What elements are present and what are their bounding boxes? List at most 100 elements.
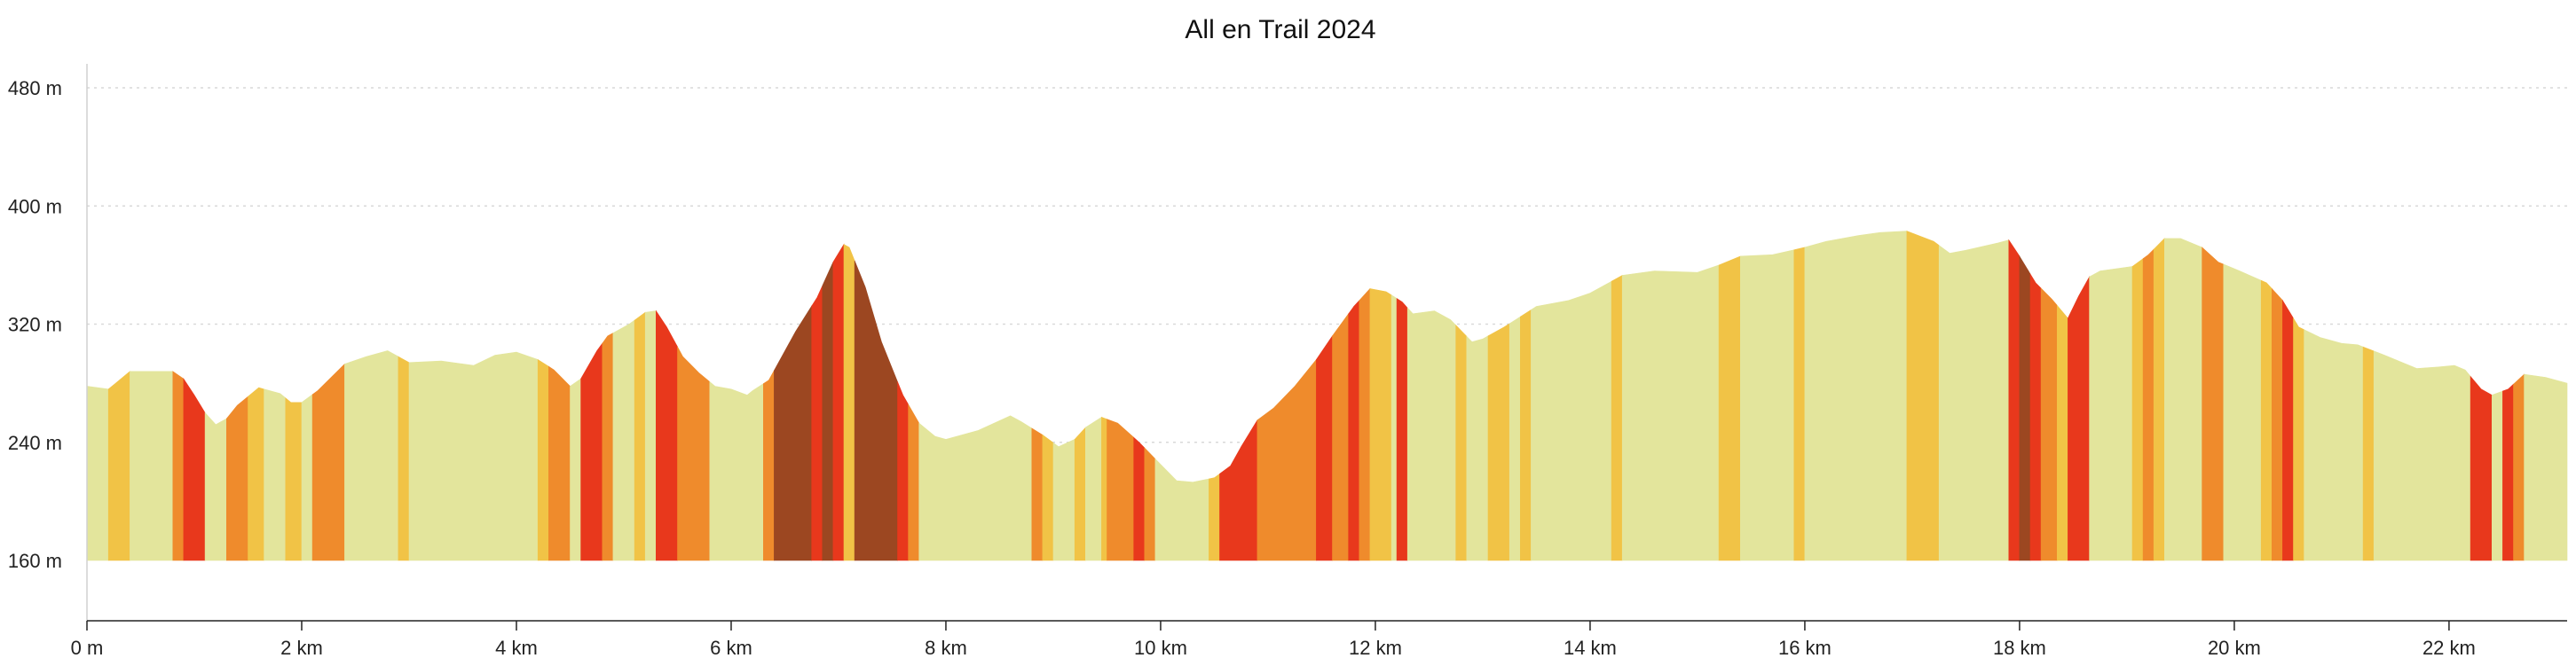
profile-segment-moderate — [107, 371, 130, 561]
profile-segment-moderate — [2362, 346, 2375, 561]
profile-segment-steep — [763, 369, 775, 561]
profile-segment-very-steep — [2470, 375, 2493, 561]
profile-segment-steep — [677, 346, 711, 561]
profile-segment-very-steep — [1348, 300, 1360, 561]
profile-segment-flat — [408, 351, 539, 561]
profile-segment-moderate — [2153, 238, 2165, 561]
profile-segment-moderate — [1101, 416, 1107, 561]
y-tick-label: 480 m — [8, 77, 62, 99]
profile-segment-flat — [1804, 231, 1908, 561]
profile-segment-flat — [2373, 350, 2471, 561]
x-tick-label: 2 km — [280, 637, 323, 659]
profile-segment-flat — [130, 371, 174, 561]
profile-segment-very-steep — [1396, 298, 1408, 561]
profile-segment-steep — [1031, 427, 1044, 561]
profile-segment-very-steep — [2029, 272, 2042, 561]
profile-segment-extreme — [854, 260, 898, 561]
profile-segment-moderate — [1074, 427, 1086, 561]
x-tick-label: 6 km — [710, 637, 752, 659]
profile-segment-flat — [2524, 373, 2568, 561]
profile-segment-moderate — [2260, 279, 2273, 561]
profile-segment-very-steep — [832, 243, 845, 561]
profile-segment-moderate — [2131, 258, 2144, 561]
chart-title: All en Trail 2024 — [1185, 15, 1375, 44]
profile-segment-steep — [2513, 373, 2525, 561]
profile-segment-very-steep — [1316, 334, 1333, 561]
profile-segment-flat — [344, 350, 399, 561]
profile-segment-steep — [1107, 419, 1134, 561]
profile-segment-flat — [1938, 239, 2010, 561]
profile-segment-moderate — [1718, 255, 1741, 561]
profile-segment-flat — [1052, 438, 1075, 561]
y-axis-ticks: 160 m 240 m 320 m 400 m 480 m — [8, 77, 62, 572]
y-tick-label: 400 m — [8, 195, 62, 217]
profile-segment-steep — [908, 403, 919, 561]
profile-segment-steep — [2142, 248, 2155, 561]
profile-segment-flat — [2492, 390, 2503, 561]
profile-segment-flat — [1406, 307, 1456, 561]
profile-segment-flat — [1466, 335, 1489, 561]
y-tick-label: 160 m — [8, 550, 62, 572]
profile-segment-flat — [2164, 238, 2202, 561]
profile-segment-very-steep — [2502, 383, 2514, 561]
profile-segment-moderate — [1520, 309, 1532, 561]
profile-segment-extreme — [774, 305, 812, 561]
profile-segment-steep — [1256, 358, 1317, 561]
profile-segment-flat — [612, 319, 635, 561]
profile-segment-moderate — [843, 244, 855, 561]
profile-segment-flat — [301, 394, 313, 561]
profile-segment-steep — [2272, 287, 2283, 561]
profile-segment-extreme — [2019, 255, 2031, 561]
profile-segment-very-steep — [1219, 419, 1258, 561]
x-tick-label: 20 km — [2208, 637, 2261, 659]
profile-segment-very-steep — [656, 309, 678, 561]
profile-segment-steep — [1144, 447, 1156, 561]
profile-segment-very-steep — [2282, 299, 2294, 561]
profile-segment-moderate — [1369, 288, 1392, 561]
profile-segment-flat — [86, 386, 109, 561]
profile-segment-extreme — [822, 262, 834, 561]
profile-segment-moderate — [1042, 434, 1054, 561]
profile-segment-flat — [204, 411, 227, 561]
profile-segment-moderate — [634, 311, 646, 561]
profile-segment-flat — [1740, 249, 1795, 561]
profile-segment-steep — [2040, 287, 2058, 561]
profile-segment-flat — [1621, 264, 1720, 561]
profile-segment-flat — [2089, 266, 2133, 561]
profile-segment-steep — [172, 371, 185, 561]
profile-segment-flat — [1154, 458, 1209, 561]
profile-segment-moderate — [398, 356, 410, 561]
x-tick-label: 4 km — [495, 637, 538, 659]
x-tick-label: 14 km — [1564, 637, 1617, 659]
profile-segment-very-steep — [897, 381, 909, 561]
profile-segment-flat — [570, 378, 581, 561]
axes — [86, 64, 2567, 622]
profile-segment-steep — [311, 363, 345, 561]
profile-segment-steep — [1332, 312, 1349, 561]
profile-segment-steep — [1359, 287, 1371, 561]
profile-segment-flat — [1509, 316, 1521, 561]
y-tick-label: 320 m — [8, 314, 62, 336]
profile-segment-very-steep — [2068, 276, 2090, 561]
profile-segment-moderate — [2293, 317, 2304, 561]
profile-segment-moderate — [1487, 323, 1510, 561]
profile-segment-flat — [2304, 329, 2364, 561]
x-tick-label: 12 km — [1349, 637, 1402, 659]
profile-segment-flat — [918, 415, 1033, 561]
profile-segment-moderate — [2057, 304, 2068, 561]
x-tick-label: 10 km — [1134, 637, 1187, 659]
profile-segment-flat — [644, 310, 657, 561]
y-tick-label: 240 m — [8, 432, 62, 454]
profile-segment-flat — [709, 380, 764, 561]
profile-segment-moderate — [1455, 324, 1468, 561]
profile-segment-moderate — [1793, 247, 1806, 561]
profile-segment-moderate — [248, 387, 264, 561]
profile-segment-steep — [602, 332, 614, 561]
profile-segment-moderate — [285, 397, 303, 561]
profile-segment-moderate — [1906, 231, 1940, 561]
x-axis-ticks: 0 m 2 km 4 km 6 km 8 km 10 km 12 km 14 km 16 km 1… — [71, 621, 2476, 659]
profile-segment-very-steep — [1133, 436, 1146, 561]
profile-segment-steep — [2202, 247, 2225, 561]
